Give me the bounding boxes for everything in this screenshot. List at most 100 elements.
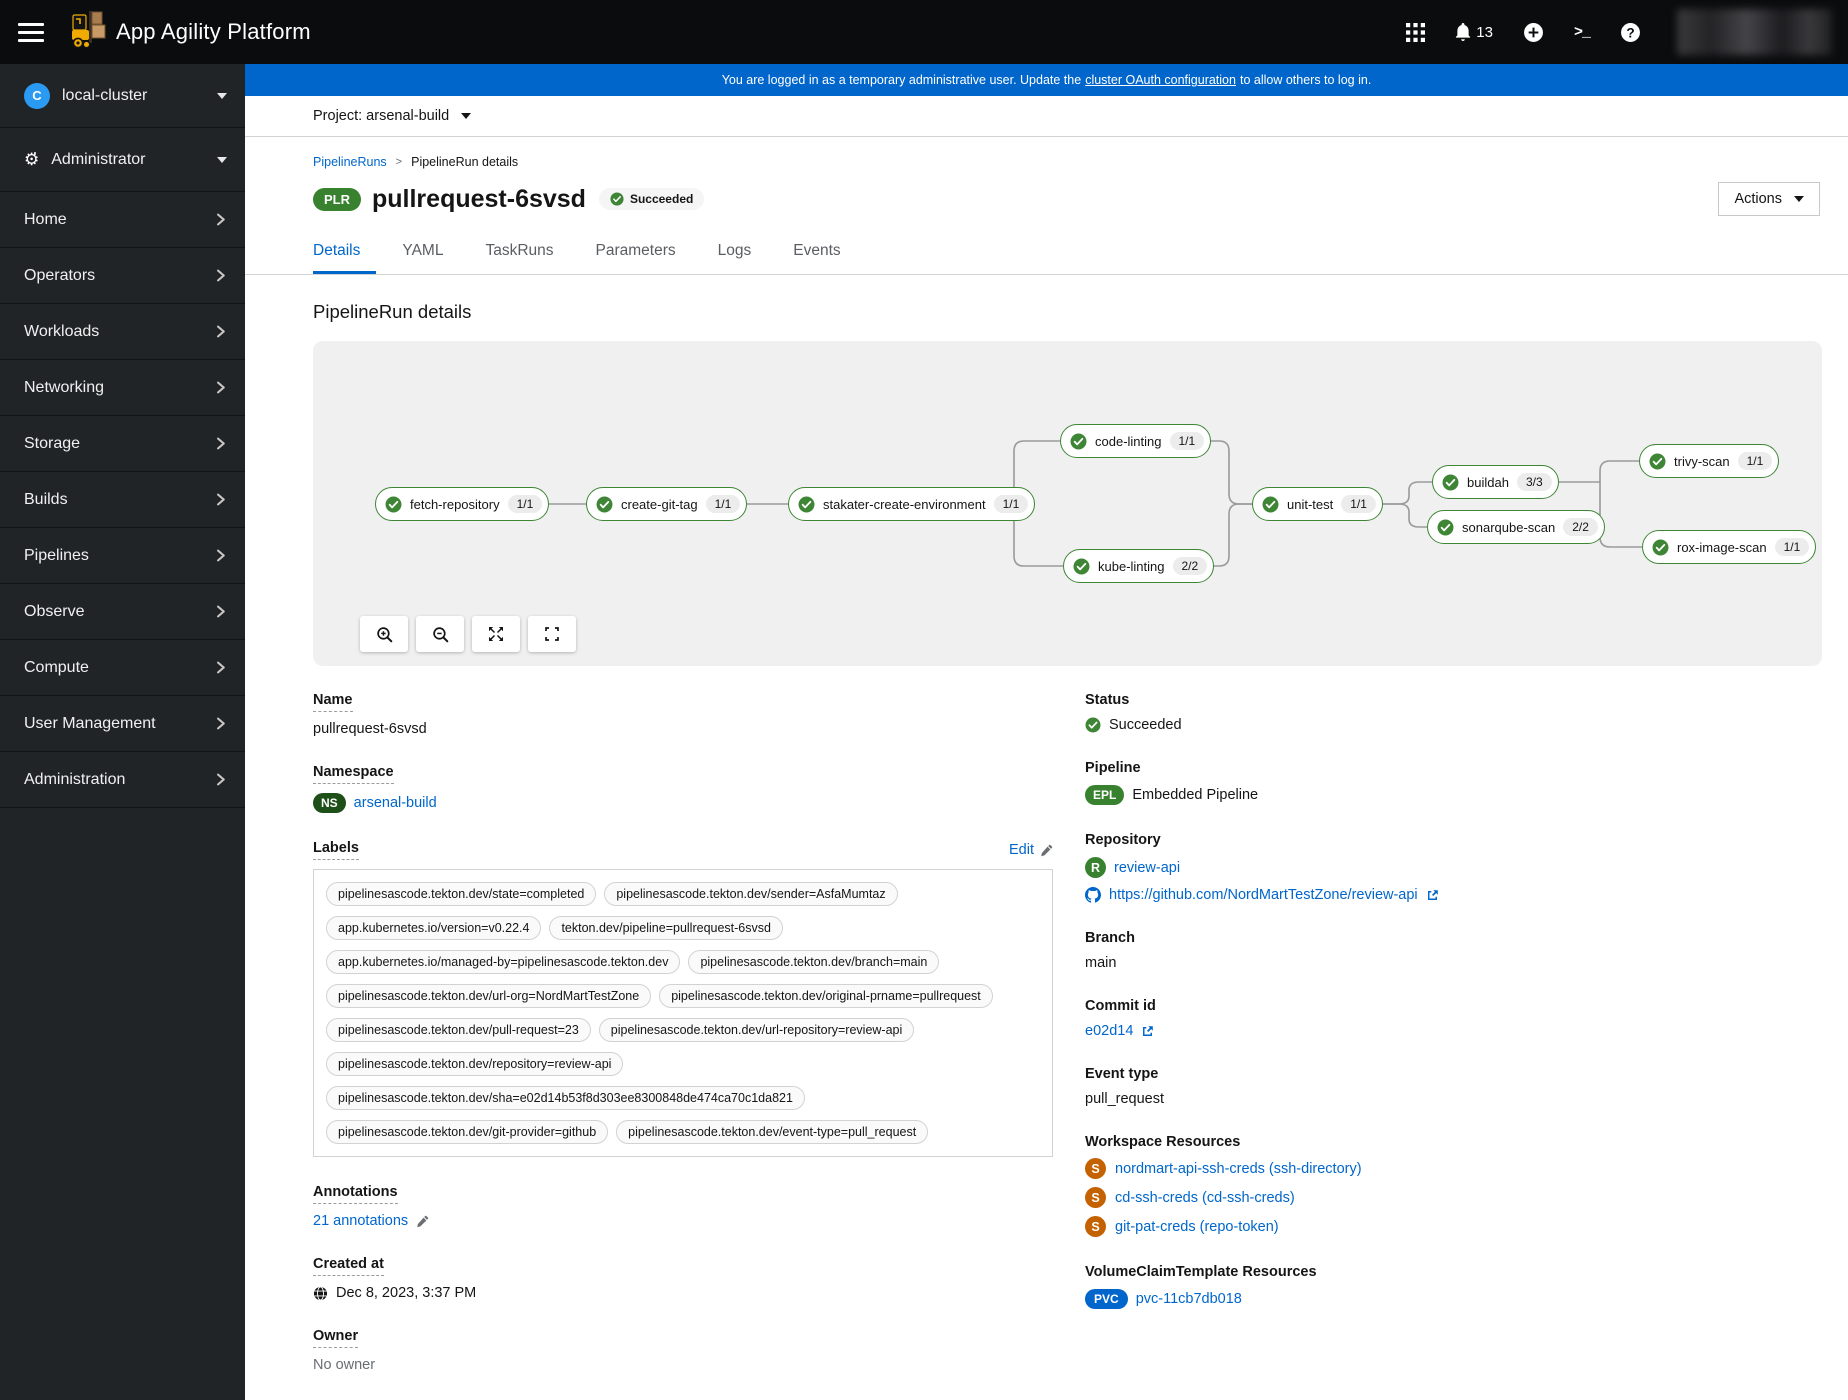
zoom-in-button[interactable] — [360, 616, 408, 652]
pipeline-task-buildah[interactable]: buildah 3/3 — [1432, 465, 1559, 499]
tab-yaml[interactable]: YAML — [402, 242, 444, 259]
task-label: unit-test — [1287, 496, 1334, 512]
chevron-right-icon — [217, 213, 225, 226]
cluster-badge-icon: C — [24, 82, 50, 109]
sidebar-item-administration[interactable]: Administration — [0, 752, 245, 808]
branch-label: Branch — [1085, 930, 1135, 946]
repository-url-link[interactable]: https://github.com/NordMartTestZone/revi… — [1109, 887, 1418, 903]
tab-details[interactable]: Details — [313, 232, 377, 274]
main-content: You are logged in as a temporary adminis… — [245, 64, 1848, 1400]
success-check-icon — [798, 496, 815, 513]
sidebar-item-observe[interactable]: Observe — [0, 584, 245, 640]
tab-events[interactable]: Events — [793, 242, 841, 259]
pipeline-task-create-git-tag[interactable]: create-git-tag 1/1 — [586, 487, 748, 521]
sidebar-item-operators[interactable]: Operators — [0, 248, 245, 304]
pvc-link[interactable]: pvc-11cb7db018 — [1135, 1291, 1242, 1307]
event-type-group: Event type pull_request — [1085, 1066, 1822, 1107]
page-title: pullrequest-6svsd — [372, 184, 586, 213]
cluster-selector[interactable]: C local-cluster — [0, 64, 245, 128]
task-label: trivy-scan — [1674, 453, 1730, 469]
sidebar-item-builds[interactable]: Builds — [0, 472, 245, 528]
sidebar-item-workloads[interactable]: Workloads — [0, 304, 245, 360]
section-title: PipelineRun details — [313, 301, 472, 322]
tab-parameters[interactable]: Parameters — [595, 242, 676, 259]
actions-button[interactable]: Actions — [1718, 182, 1820, 216]
notifications-bell-icon[interactable]: 13 — [1455, 23, 1493, 41]
sidebar: C local-cluster ⚙̇ Administrator Home Ope… — [0, 64, 245, 1400]
task-run-count-badge: 1/1 — [1169, 432, 1205, 450]
sidebar-item-label: Storage — [24, 434, 81, 452]
pipeline-task-sonarqube-scan[interactable]: sonarqube-scan 2/2 — [1427, 510, 1605, 544]
app-launcher-icon[interactable] — [1406, 22, 1426, 42]
secret-kind-badge: S — [1085, 1187, 1106, 1208]
project-selector[interactable]: Project: arsenal-build — [245, 96, 1848, 137]
sidebar-item-networking[interactable]: Networking — [0, 360, 245, 416]
task-run-count-badge: 1/1 — [1774, 538, 1810, 556]
breadcrumb: PipelineRuns > PipelineRun details — [313, 155, 1820, 169]
annotations-group: Annotations 21 annotations — [313, 1184, 1053, 1229]
created-at-group: Created at Dec 8, 2023, 3:37 PM — [313, 1256, 1053, 1301]
chevron-right-icon — [217, 717, 225, 730]
tab-logs[interactable]: Logs — [717, 242, 752, 259]
task-label: rox-image-scan — [1677, 539, 1767, 555]
perspective-label: Administrator — [51, 150, 146, 168]
pipeline-task-code-linting[interactable]: code-linting 1/1 — [1060, 424, 1212, 458]
pencil-icon[interactable] — [416, 1215, 429, 1228]
success-check-icon — [610, 192, 624, 206]
pipeline-task-unit-test[interactable]: unit-test 1/1 — [1252, 487, 1383, 521]
sidebar-item-user-management[interactable]: User Management — [0, 696, 245, 752]
pipeline-task-trivy-scan[interactable]: trivy-scan 1/1 — [1639, 444, 1780, 478]
label-chip: pipelinesascode.tekton.dev/original-prna… — [659, 984, 993, 1008]
github-icon — [1085, 887, 1101, 903]
success-check-icon — [1652, 539, 1669, 556]
breadcrumb-item-pipelineruns[interactable]: PipelineRuns — [313, 155, 387, 169]
brand[interactable]: App Agility Platform — [70, 10, 311, 55]
project-selector-label: Project: arsenal-build — [313, 108, 450, 125]
oauth-config-link[interactable]: cluster OAuth configuration — [1085, 73, 1236, 88]
quick-create-plus-icon[interactable] — [1523, 22, 1544, 43]
success-check-icon — [596, 496, 613, 513]
user-menu-redacted[interactable] — [1677, 9, 1832, 55]
commit-link[interactable]: e02d14 — [1085, 1023, 1134, 1039]
pvc-kind-badge: PVC — [1085, 1289, 1128, 1309]
gears-icon: ⚙̇ — [24, 149, 40, 169]
vct-resources-label: VolumeClaimTemplate Resources — [1085, 1264, 1317, 1280]
sidebar-item-storage[interactable]: Storage — [0, 416, 245, 472]
fit-to-screen-button[interactable] — [472, 616, 520, 652]
chevron-down-icon — [1794, 196, 1804, 202]
pipeline-task-fetch-repository[interactable]: fetch-repository 1/1 — [375, 487, 550, 521]
task-label: fetch-repository — [410, 496, 500, 512]
labels-edit-link[interactable]: Edit — [1009, 842, 1053, 858]
pipeline-group: Pipeline EPL Embedded Pipeline — [1085, 760, 1822, 805]
zoom-out-button[interactable] — [416, 616, 464, 652]
task-run-count-badge: 1/1 — [507, 495, 543, 513]
breadcrumb-separator: > — [395, 156, 403, 168]
reset-view-button[interactable] — [528, 616, 576, 652]
chevron-right-icon — [217, 493, 225, 506]
workspace-resource-link[interactable]: git-pat-creds (repo-token) — [1115, 1218, 1279, 1235]
sidebar-item-label: Pipelines — [24, 546, 89, 564]
details-content: PipelineRun details fetch-repository 1/1 c… — [245, 275, 1848, 1400]
sidebar-item-compute[interactable]: Compute — [0, 640, 245, 696]
terminal-icon[interactable]: >_ — [1573, 23, 1591, 41]
workspace-resource-link[interactable]: nordmart-api-ssh-creds (ssh-directory) — [1115, 1160, 1362, 1177]
namespace-link[interactable]: arsenal-build — [353, 795, 437, 811]
perspective-switcher[interactable]: ⚙̇ Administrator — [0, 128, 245, 192]
details-grid: Name pullrequest-6svsd Namespace NS arse… — [313, 692, 1822, 1400]
sidebar-item-pipelines[interactable]: Pipelines — [0, 528, 245, 584]
pipeline-task-stakater-create-environment[interactable]: stakater-create-environment 1/1 — [788, 487, 1036, 521]
hamburger-menu-icon[interactable] — [18, 22, 44, 42]
tab-taskruns[interactable]: TaskRuns — [485, 242, 554, 259]
chevron-right-icon — [217, 437, 225, 450]
success-check-icon — [1085, 717, 1101, 733]
secret-kind-badge: S — [1085, 1216, 1106, 1237]
help-icon[interactable]: ? — [1620, 22, 1641, 43]
sidebar-item-home[interactable]: Home — [0, 192, 245, 248]
repository-link[interactable]: review-api — [1114, 859, 1181, 876]
pipeline-task-kube-linting[interactable]: kube-linting 2/2 — [1063, 549, 1215, 583]
workspace-resource-link[interactable]: cd-ssh-creds (cd-ssh-creds) — [1115, 1189, 1295, 1206]
details-left-column: Name pullrequest-6svsd Namespace NS arse… — [313, 692, 1053, 1400]
annotations-link[interactable]: 21 annotations — [313, 1213, 409, 1229]
pipeline-task-rox-image-scan[interactable]: rox-image-scan 1/1 — [1642, 530, 1817, 564]
